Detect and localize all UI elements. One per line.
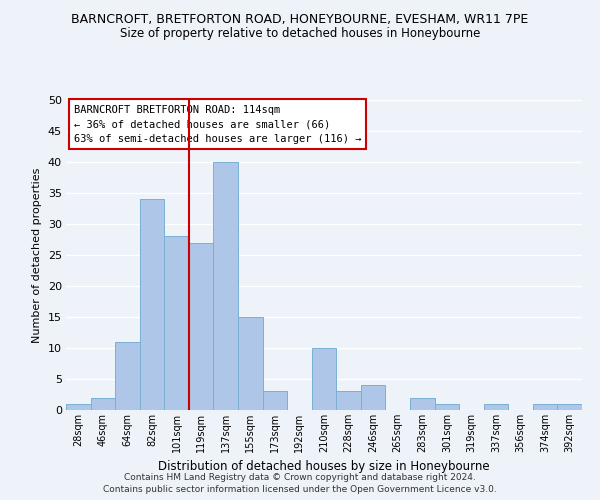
Text: Size of property relative to detached houses in Honeybourne: Size of property relative to detached ho…: [120, 28, 480, 40]
Bar: [484, 404, 508, 410]
Bar: [336, 392, 361, 410]
Bar: [91, 398, 115, 410]
Bar: [140, 199, 164, 410]
Text: Contains public sector information licensed under the Open Government Licence v3: Contains public sector information licen…: [103, 485, 497, 494]
Bar: [189, 242, 214, 410]
Bar: [115, 342, 140, 410]
Text: Contains HM Land Registry data © Crown copyright and database right 2024.: Contains HM Land Registry data © Crown c…: [124, 472, 476, 482]
Text: BARNCROFT, BRETFORTON ROAD, HONEYBOURNE, EVESHAM, WR11 7PE: BARNCROFT, BRETFORTON ROAD, HONEYBOURNE,…: [71, 12, 529, 26]
Text: BARNCROFT BRETFORTON ROAD: 114sqm
← 36% of detached houses are smaller (66)
63% : BARNCROFT BRETFORTON ROAD: 114sqm ← 36% …: [74, 104, 361, 144]
Bar: [164, 236, 189, 410]
Bar: [434, 404, 459, 410]
Bar: [557, 404, 582, 410]
Bar: [66, 404, 91, 410]
Bar: [263, 392, 287, 410]
Bar: [410, 398, 434, 410]
Bar: [312, 348, 336, 410]
Y-axis label: Number of detached properties: Number of detached properties: [32, 168, 42, 342]
Bar: [238, 317, 263, 410]
Bar: [533, 404, 557, 410]
X-axis label: Distribution of detached houses by size in Honeybourne: Distribution of detached houses by size …: [158, 460, 490, 473]
Bar: [214, 162, 238, 410]
Bar: [361, 385, 385, 410]
